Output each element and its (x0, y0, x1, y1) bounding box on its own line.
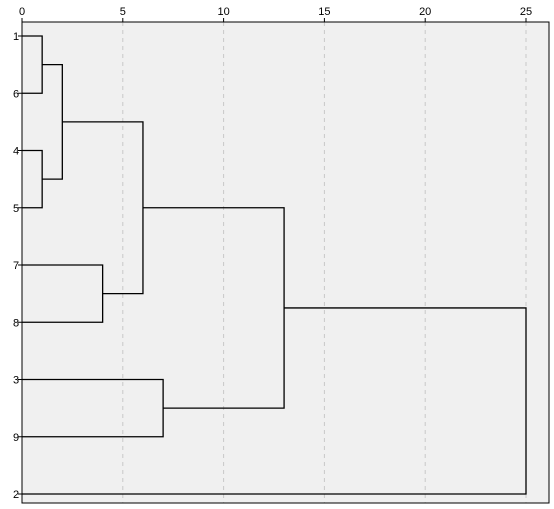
plot-area (22, 22, 549, 503)
leaf-label-8: 8 (13, 317, 19, 329)
grid-lines (122, 22, 527, 503)
plot-border (21, 21, 550, 504)
leaf-label-5: 5 (13, 203, 19, 215)
x-tick-label-0: 0 (19, 6, 25, 18)
leaf-label-7: 7 (13, 260, 19, 272)
x-tick-label-10: 10 (217, 6, 229, 18)
leaf-label-3: 3 (13, 375, 19, 387)
leaf-label-4: 4 (13, 146, 19, 158)
x-tick-label-15: 15 (318, 6, 330, 18)
leaf-label-9: 9 (13, 432, 19, 444)
x-tick-label-5: 5 (120, 6, 126, 18)
dendrogram-link-8 (22, 307, 527, 495)
x-tick-labels: 0 5 10 15 20 25 (19, 6, 532, 22)
x-tick-label-25: 25 (520, 6, 532, 18)
leaf-label-1: 1 (13, 31, 19, 43)
dendrogram-links (22, 35, 527, 495)
leaf-label-2: 2 (13, 489, 19, 501)
leaf-labels: 1 6 4 5 7 8 3 9 2 (13, 31, 22, 501)
leaf-label-6: 6 (13, 88, 19, 100)
x-tick-label-20: 20 (419, 6, 431, 18)
